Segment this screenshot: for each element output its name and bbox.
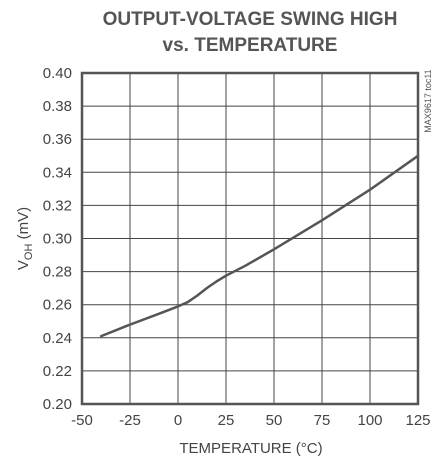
- y-tick-label: 0.26: [43, 297, 72, 314]
- chart-title-line-1: OUTPUT-VOLTAGE SWING HIGH: [103, 9, 398, 30]
- grid-lines: [82, 73, 418, 404]
- y-tick-label: 0.24: [43, 330, 72, 347]
- y-axis-label-subscript: OH: [23, 244, 35, 261]
- y-axis-label-unit: (mV): [15, 207, 32, 244]
- x-tick-label: 25: [218, 412, 235, 429]
- plot-frame: [80, 71, 420, 406]
- x-tick-label: 100: [357, 412, 382, 429]
- x-tick-label: 125: [405, 412, 430, 429]
- y-axis-label-main: V: [15, 260, 32, 270]
- y-tick-label: 0.36: [43, 131, 72, 148]
- x-tick-label: -50: [71, 412, 93, 429]
- y-tick-label: 0.28: [43, 264, 72, 281]
- tick-labels: -50 -25 0 25 50 75 100 125 0.20 0.22 0.24 0.26 0.28 0…: [43, 65, 431, 429]
- chart-reference-tag: MAX9617 toc11: [423, 69, 433, 132]
- y-tick-label: 0.20: [43, 396, 72, 413]
- y-tick-label: 0.38: [43, 98, 72, 115]
- x-tick-label: -25: [119, 412, 141, 429]
- x-tick-label: 50: [266, 412, 283, 429]
- x-axis-label: TEMPERATURE (°C): [179, 440, 322, 457]
- y-tick-label: 0.34: [43, 164, 72, 181]
- y-tick-label: 0.40: [43, 65, 72, 82]
- series-line: [99, 154, 420, 338]
- y-axis-label: VOH (mV): [15, 207, 35, 270]
- y-tick-label: 0.30: [43, 231, 72, 248]
- chart-title-line-2: vs. TEMPERATURE: [163, 35, 338, 56]
- x-tick-label: 0: [174, 412, 182, 429]
- series-layer: [99, 154, 420, 338]
- y-tick-label: 0.22: [43, 363, 72, 380]
- x-tick-label: 75: [314, 412, 331, 429]
- y-tick-label: 0.32: [43, 197, 72, 214]
